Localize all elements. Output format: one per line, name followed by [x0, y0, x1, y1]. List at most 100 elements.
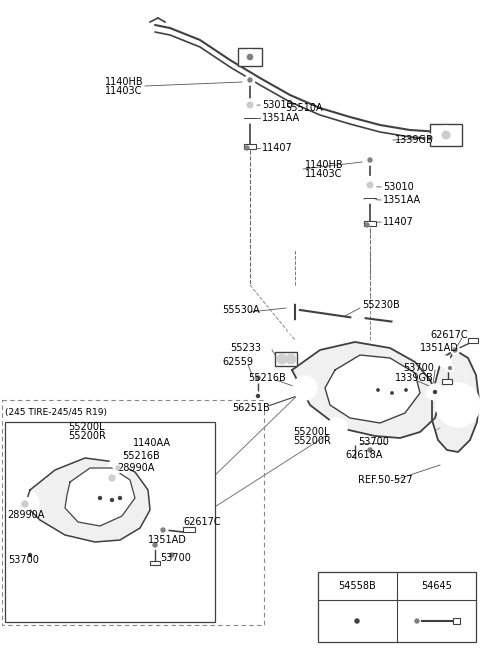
Circle shape: [368, 448, 372, 452]
Bar: [238, 48, 262, 66]
Bar: [275, 352, 297, 366]
Text: 28990A: 28990A: [7, 510, 44, 520]
Text: 62559: 62559: [222, 357, 253, 367]
Circle shape: [264, 406, 272, 414]
Circle shape: [247, 54, 253, 60]
Circle shape: [244, 99, 256, 111]
Circle shape: [374, 386, 382, 394]
Bar: [5, 422, 215, 622]
Circle shape: [332, 423, 342, 433]
Text: 53010: 53010: [262, 100, 293, 110]
Circle shape: [119, 497, 121, 499]
Circle shape: [446, 393, 470, 417]
Circle shape: [412, 616, 422, 626]
Text: 55216B: 55216B: [122, 451, 160, 461]
Circle shape: [245, 75, 255, 85]
Circle shape: [247, 102, 253, 108]
Bar: [244, 144, 256, 149]
Circle shape: [124, 444, 132, 452]
Circle shape: [460, 387, 466, 392]
Circle shape: [368, 158, 372, 162]
Circle shape: [245, 146, 249, 150]
Text: 54558B: 54558B: [338, 581, 376, 591]
Text: 55530A: 55530A: [222, 305, 260, 315]
Circle shape: [327, 418, 347, 438]
Text: 1140HB: 1140HB: [305, 160, 344, 170]
Circle shape: [167, 550, 177, 560]
Bar: [468, 338, 478, 343]
Text: 55200R: 55200R: [293, 436, 331, 446]
Circle shape: [248, 78, 252, 82]
Circle shape: [11, 490, 39, 518]
Circle shape: [352, 616, 362, 626]
Circle shape: [153, 543, 157, 547]
Circle shape: [376, 388, 380, 392]
Circle shape: [431, 388, 439, 396]
Circle shape: [256, 376, 260, 380]
Text: 1351AD: 1351AD: [148, 535, 187, 545]
Text: 55200R: 55200R: [68, 431, 106, 441]
Text: 1140AA: 1140AA: [133, 438, 171, 448]
Circle shape: [288, 321, 302, 335]
Text: 55230B: 55230B: [362, 300, 400, 310]
Circle shape: [170, 553, 174, 557]
Bar: [2, 400, 264, 625]
Text: 55200L: 55200L: [68, 422, 105, 432]
Circle shape: [96, 494, 104, 502]
Text: 62617C: 62617C: [430, 330, 468, 340]
Circle shape: [245, 113, 255, 123]
Circle shape: [426, 387, 438, 399]
Circle shape: [161, 528, 165, 532]
Circle shape: [150, 540, 160, 550]
Text: 11403C: 11403C: [105, 86, 143, 96]
Text: 55233: 55233: [230, 343, 261, 353]
Circle shape: [426, 134, 434, 142]
Circle shape: [110, 499, 113, 501]
Text: 53700: 53700: [8, 555, 39, 565]
Circle shape: [109, 475, 115, 481]
Bar: [453, 618, 460, 624]
Circle shape: [98, 497, 101, 499]
Text: 11403C: 11403C: [305, 169, 342, 179]
Polygon shape: [325, 355, 420, 423]
Text: 28990A: 28990A: [117, 463, 155, 473]
Circle shape: [292, 325, 298, 331]
Text: 1351AA: 1351AA: [262, 113, 300, 123]
Circle shape: [415, 619, 419, 623]
Circle shape: [18, 497, 32, 511]
Text: 53010: 53010: [383, 182, 414, 192]
Circle shape: [443, 412, 447, 417]
Text: 1351AA: 1351AA: [383, 195, 421, 205]
Circle shape: [158, 525, 168, 535]
Text: 53700: 53700: [358, 437, 389, 447]
Circle shape: [405, 388, 408, 392]
Text: 54645: 54645: [421, 581, 453, 591]
Circle shape: [22, 501, 28, 507]
Circle shape: [365, 193, 375, 203]
Circle shape: [448, 367, 452, 369]
Circle shape: [442, 131, 450, 139]
Circle shape: [113, 463, 123, 473]
Circle shape: [427, 384, 443, 400]
Circle shape: [116, 494, 124, 502]
Text: 53700: 53700: [403, 363, 434, 373]
Circle shape: [366, 446, 374, 454]
Circle shape: [430, 390, 434, 396]
Polygon shape: [432, 350, 479, 452]
Circle shape: [368, 196, 372, 200]
Bar: [318, 572, 476, 642]
Circle shape: [28, 553, 32, 556]
Circle shape: [293, 376, 317, 400]
Circle shape: [291, 291, 299, 299]
Circle shape: [460, 418, 466, 422]
Bar: [442, 379, 452, 384]
Circle shape: [451, 346, 459, 355]
Circle shape: [22, 547, 38, 563]
Circle shape: [116, 466, 120, 470]
Text: 53700: 53700: [160, 553, 191, 563]
Text: 1339GB: 1339GB: [395, 373, 434, 383]
Circle shape: [365, 155, 375, 165]
Polygon shape: [292, 342, 440, 438]
Circle shape: [428, 136, 432, 140]
Bar: [150, 561, 160, 565]
